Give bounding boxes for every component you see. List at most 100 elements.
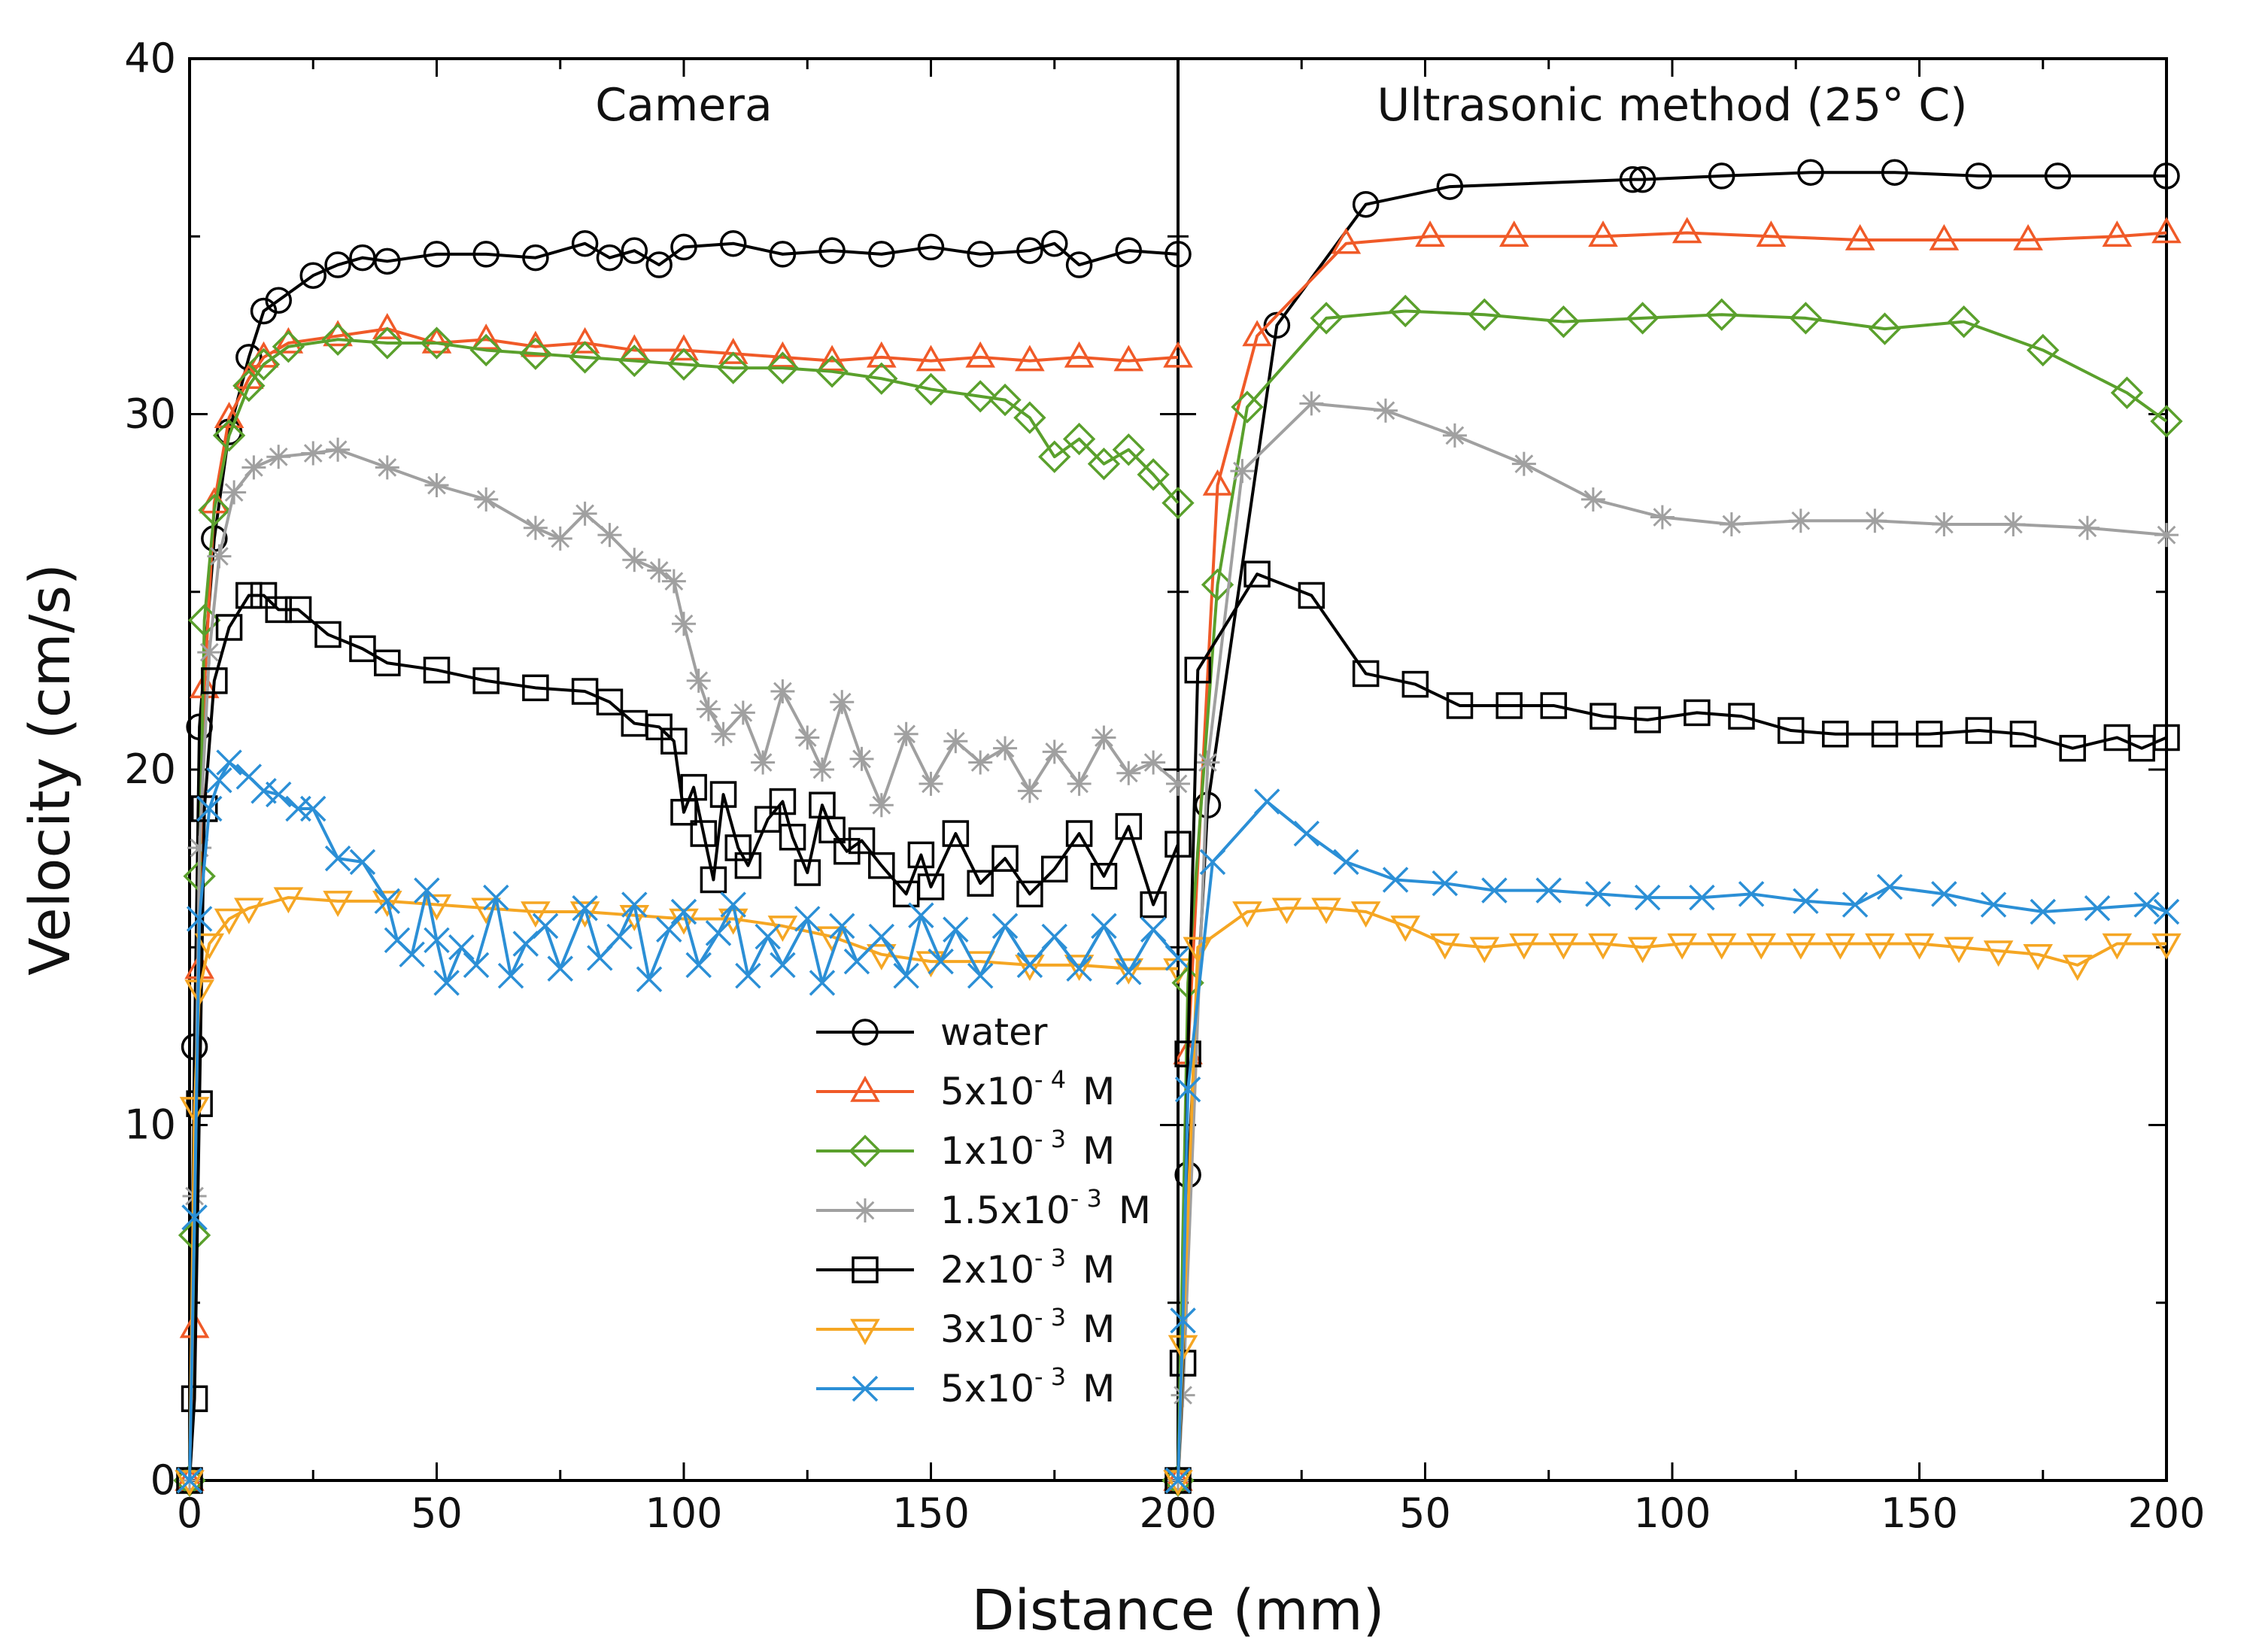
marker-square [724,834,752,861]
marker-square [522,674,549,702]
marker-asterisk [689,671,709,691]
marker-square [1041,855,1068,883]
series-line [188,241,1179,1481]
marker-x [1170,1307,1196,1334]
marker-circle [868,241,895,268]
marker-diamond [1947,305,1981,339]
marker-asterisk [210,547,229,566]
marker-triangle-up [1163,341,1193,368]
series-line [1177,309,2168,1481]
marker-x [463,952,490,979]
marker-circle [1436,173,1464,200]
marker-diamond [849,1134,882,1168]
marker-square [1728,703,1755,730]
marker-asterisk [852,749,871,769]
marker-x [794,906,821,932]
marker-triangle-down [1469,937,1500,964]
marker-diamond [1868,312,1902,345]
marker-x [433,970,460,996]
legend-exponent: - 3 [1034,1362,1066,1391]
marker-x [928,948,954,975]
marker-asterisk [970,753,990,772]
marker-diamond [618,344,651,378]
marker-asterisk [269,447,288,466]
marker-x [448,934,475,961]
marker-asterisk [551,529,570,548]
marker-square [1352,660,1380,688]
legend-base: 5x10 [940,1367,1034,1411]
marker-diamond [766,351,800,384]
marker-x [196,795,223,822]
marker-diamond [2027,333,2060,367]
marker-circle [299,262,326,289]
marker-square [1115,812,1143,840]
marker-square [1140,891,1167,919]
marker-square [1965,717,1993,744]
marker-asterisk [664,572,684,591]
marker-triangle-up [866,341,897,368]
marker-x [1140,916,1167,943]
legend-item: 5x10- 4 M [816,1065,1115,1113]
legend-label: 5x10- 4 M [940,1065,1115,1113]
marker-x [770,952,796,979]
legend-label: water [940,1010,1048,1054]
marker-triangle-down [521,901,551,928]
legend-label: 1x10- 3 M [940,1125,1115,1173]
marker-triangle-down [1746,933,1777,960]
marker-triangle-up [1672,217,1702,244]
legend-exponent: - 3 [1034,1244,1066,1272]
marker-square [967,870,994,897]
marker-square [660,727,688,755]
series-1-triangle-up [1163,217,2182,1491]
marker-triangle-down [234,897,264,925]
panel-title: Ultrasonic method (25° C) [1377,79,1967,132]
marker-x [2084,895,2111,922]
legend-base: 2x10 [940,1248,1034,1292]
marker-triangle-down [194,933,225,960]
marker-triangle-down [1509,933,1539,960]
label-layer: 0 10 20 30 40 0 50 100 150 200 Camera 0 50 100 150 200 U… [18,35,2206,1643]
marker-square [596,688,624,715]
marker-asterisk [1095,728,1113,747]
marker-diamond [1231,390,1264,424]
marker-triangle-down [850,1319,880,1346]
marker-square [1777,717,1805,744]
marker-x [1066,955,1092,982]
marker-x [1293,820,1320,847]
marker-asterisk [600,525,619,545]
marker-x [384,927,411,954]
marker-asterisk [2157,525,2176,545]
marker-circle [374,247,401,275]
marker-square [709,781,737,808]
series-1-circle [1164,159,2180,1494]
x-tick-label: 100 [1633,1490,1711,1537]
marker-x [186,906,213,932]
x-tick-label: 50 [1399,1490,1451,1537]
marker-triangle-down [1311,897,1341,925]
marker-x [324,845,351,872]
marker-circle [1041,229,1068,257]
marker-circle [2153,162,2180,190]
marker-triangle-down [323,891,353,917]
marker-square [201,667,228,694]
marker-asterisk [649,561,669,580]
marker-square [700,866,727,894]
marker-square [690,820,718,847]
marker-x [1116,959,1142,985]
y-tick-label: 30 [124,390,176,438]
marker-square [917,873,945,900]
marker-triangle-down [214,908,244,935]
marker-square [265,596,293,624]
legend-unit: M [1082,1129,1115,1173]
x-tick-label: 100 [645,1490,722,1537]
marker-triangle-up [915,345,946,372]
marker-triangle-down [1667,933,1697,960]
marker-diamond [1161,486,1195,520]
marker-circle [472,241,499,268]
y-tick-label: 10 [124,1101,176,1149]
marker-triangle-up [669,334,699,361]
x-tick-label: 50 [411,1490,463,1537]
marker-square [1090,863,1118,890]
marker-triangle-up [1845,223,1875,251]
legend-base: 5x10 [940,1070,1034,1113]
